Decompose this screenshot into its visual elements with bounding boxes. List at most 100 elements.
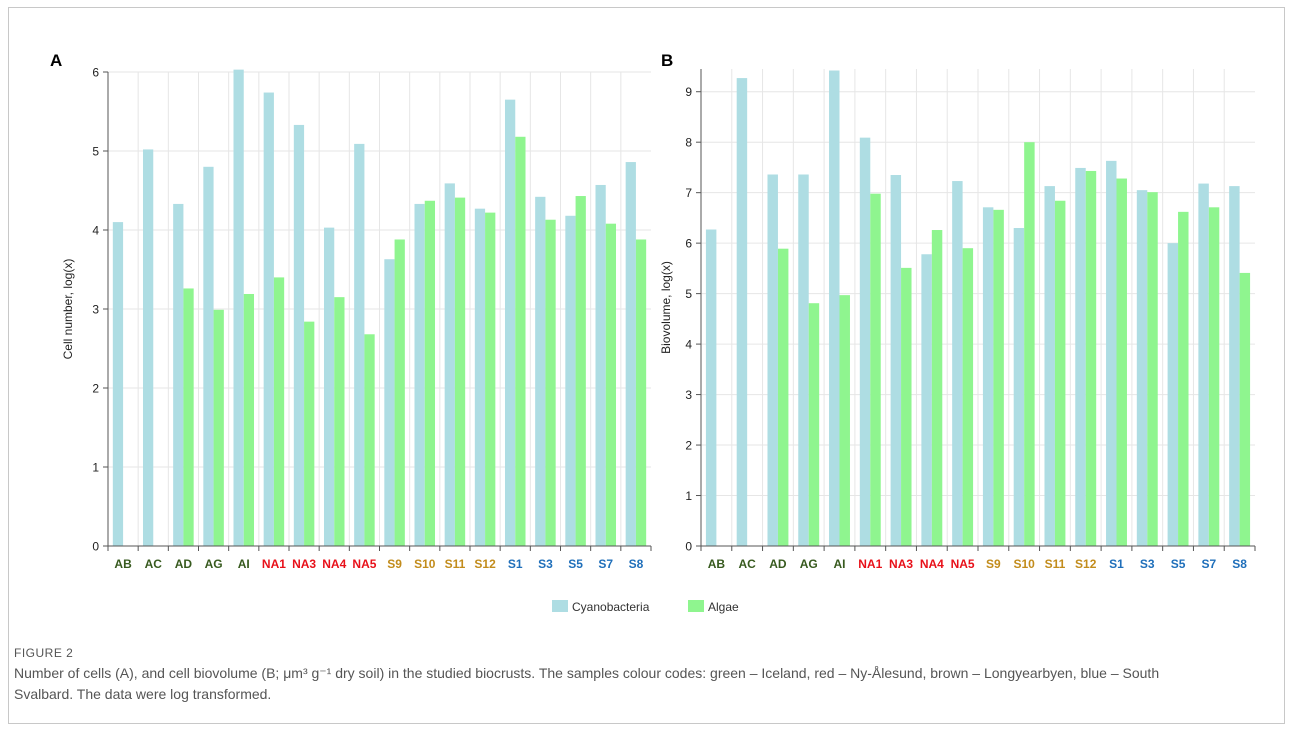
panel-b-xtick-label-na1: NA1 [858,557,882,571]
figure-caption-text: Number of cells (A), and cell biovolume … [14,665,1160,702]
panel-a-xtick-label-s3: S3 [538,557,553,571]
panel-b-xtick-label-na5: NA5 [951,557,975,571]
panel-b-bar-cyanobacteria-na1 [859,137,871,546]
figure-frame [8,7,1285,724]
panel-a-bar-algae-s7 [605,223,617,546]
panel-b-bar-cyanobacteria-s10 [1013,228,1025,546]
panel-b-ytick-label: 5 [685,287,692,301]
panel-a-bar-cyanobacteria-s3 [535,196,546,546]
panel-a-xtick-label-s8: S8 [629,557,644,571]
panel-b-xtick-label-s7: S7 [1201,557,1216,571]
panel-b-bar-cyanobacteria-ab [705,229,717,546]
panel-a-bar-algae-s8 [635,239,647,547]
panel-b-bar-algae-s11 [1054,200,1066,546]
panel-a-xtick-label-ab: AB [114,557,132,571]
panel-a-xtick-label-s11: S11 [445,557,466,571]
panel-b-bar-cyanobacteria-ac [736,78,748,546]
panel-b-bar-algae-s9 [993,209,1004,547]
panel-b-xtick-label-ai: AI [834,557,846,571]
panel-a-bar-cyanobacteria-na3 [293,124,305,547]
panel-a-ytick-label: 1 [92,461,99,475]
panel-a-label: A [50,51,62,70]
panel-b-bar-cyanobacteria-s7 [1198,183,1209,547]
panel-a-xtick-label-s1: S1 [508,557,523,571]
panel-a-xtick-label-ag: AG [205,557,223,571]
panel-a-bar-cyanobacteria-ac [142,149,154,547]
panel-a-xtick-label-ac: AC [145,557,163,571]
panel-b-bar-algae-s10 [1024,142,1035,546]
panel-b-ytick-label: 3 [685,388,692,402]
panel-a-xtick-label-s10: S10 [414,557,436,571]
panel-a-bar-cyanobacteria-ad [173,203,184,546]
panel-a-bar-algae-s1 [515,136,526,546]
panel-a-xtick-label-s12: S12 [474,557,496,571]
panel-b-bar-algae-s12 [1085,170,1097,546]
panel-a-bar-algae-ai [243,293,255,546]
panel-b-bar-algae-s8 [1239,272,1251,546]
panel-b-bar-algae-na5 [962,248,974,546]
panel-a-ytick-label: 6 [92,66,99,80]
panel-b-bar-cyanobacteria-na4 [921,254,932,546]
panel-b-y-axis-title: Biovolume, log(x) [659,261,673,354]
panel-b-xtick-label-s5: S5 [1171,557,1186,571]
panel-a-ytick-label: 4 [92,224,99,238]
figure-caption-title: FIGURE 2 [14,646,74,660]
panel-b-bar-algae-ai [839,295,850,546]
panel-b-bar-cyanobacteria-s1 [1106,160,1117,546]
panel-b-bar-algae-s3 [1147,192,1158,546]
panel-b-xtick-label-na4: NA4 [920,557,944,571]
panel-b-xtick-label-s1: S1 [1109,557,1124,571]
panel-b-bar-algae-ag [808,303,820,546]
panel-a-bar-cyanobacteria-s7 [595,184,606,546]
panel-b-ytick-label: 6 [685,237,692,251]
panel-a-xtick-label-na3: NA3 [292,557,316,571]
panel-a-bar-cyanobacteria-ab [112,222,124,546]
panel-a-bar-algae-na4 [334,297,345,546]
panel-a-bar-algae-s11 [454,197,466,547]
panel-a-bar-cyanobacteria-s8 [625,162,636,546]
legend: Cyanobacteria Algae [552,600,739,614]
panel-b-ytick-label: 2 [685,439,692,453]
panel-b-chart: B 0 1 2 3 4 5 6 7 8 9 AB AC AD AG AI NA1 NA3 NA4 NA5 S9 S10 S… [659,51,1256,571]
panel-a-bar-cyanobacteria-s5 [565,215,576,546]
panel-a-bar-algae-s12 [485,212,496,546]
panel-a-bar-cyanobacteria-s12 [474,208,486,547]
panel-a-bar-cyanobacteria-ai [233,69,244,546]
panel-a-bar-algae-na3 [304,321,315,546]
panel-b-xtick-label-ag: AG [800,557,818,571]
panel-a-xtick-label-s7: S7 [598,557,613,571]
panel-b-bar-cyanobacteria-s3 [1136,190,1148,546]
panel-a-xtick-label-s9: S9 [387,557,402,571]
panel-b-ytick-label: 7 [685,186,692,200]
panel-b-bar-algae-s1 [1116,178,1127,547]
panel-b-bar-algae-ad [777,248,789,546]
panel-a-xtick-label-na1: NA1 [262,557,286,571]
panel-b-bar-cyanobacteria-s8 [1229,186,1240,546]
panel-a-ytick-label: 3 [92,303,99,317]
panel-b-bar-cyanobacteria-na3 [890,175,902,546]
panel-b-bar-algae-s7 [1208,207,1220,547]
panel-b-bar-cyanobacteria-ag [798,174,809,546]
panel-a-ytick-label: 0 [92,540,99,554]
panel-b-ytick-label: 1 [685,489,692,503]
panel-b-bar-cyanobacteria-s9 [982,207,994,547]
panel-b-bar-cyanobacteria-s12 [1075,167,1086,546]
panel-a-bar-algae-s3 [545,219,556,547]
panel-a-bar-algae-na1 [273,277,285,546]
panel-b-bar-cyanobacteria-s5 [1167,243,1179,546]
panel-a-xtick-label-s5: S5 [568,557,583,571]
panel-b-xtick-label-ac: AC [738,557,756,571]
panel-b-ytick-label: 4 [685,338,692,352]
legend-swatch-cyanobacteria [552,600,568,612]
panel-b-xtick-label-na3: NA3 [889,557,913,571]
panel-a-bar-algae-s5 [575,196,586,546]
panel-a-bar-algae-s10 [424,200,436,546]
panel-a-ytick-label: 2 [92,382,99,396]
panel-b-bar-cyanobacteria-ad [767,174,778,546]
panel-b-xtick-label-s8: S8 [1232,557,1247,571]
panel-a-bar-cyanobacteria-ag [203,166,214,547]
panel-a-bar-cyanobacteria-s11 [444,183,455,546]
panel-b-xtick-label-s9: S9 [986,557,1001,571]
legend-label-cyanobacteria: Cyanobacteria [572,600,650,614]
